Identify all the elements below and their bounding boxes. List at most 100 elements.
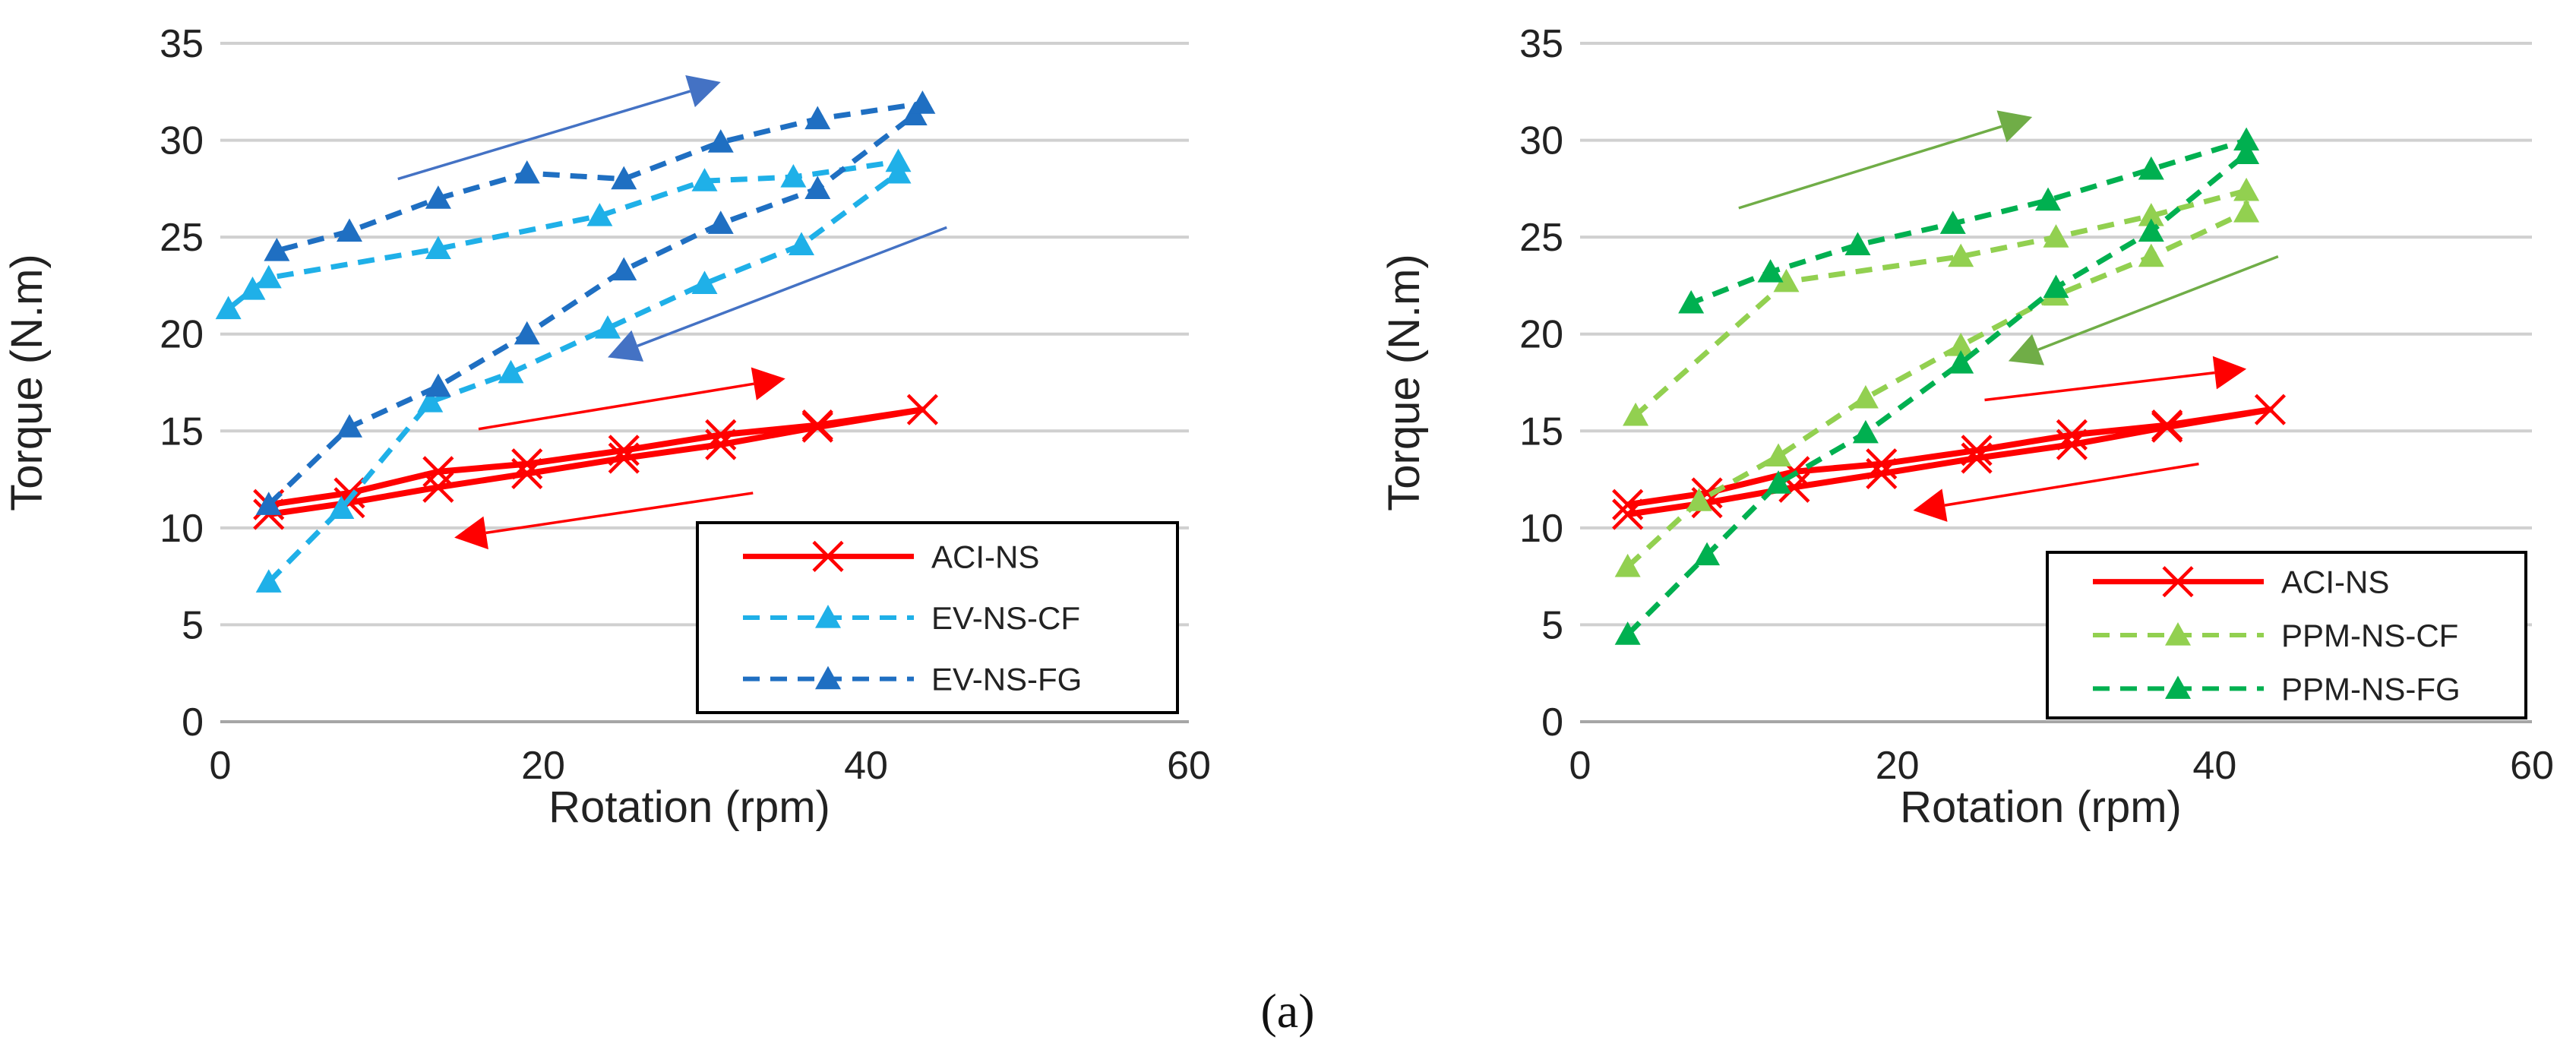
legend: ACI-NS PPM-NS-CF PPM-NS-FG	[2046, 551, 2527, 719]
data-point	[511, 448, 543, 480]
data-point	[2056, 419, 2088, 451]
data-point	[691, 168, 718, 191]
data-point	[1948, 243, 1974, 267]
series-ev-ns-fg	[255, 90, 936, 515]
data-point	[264, 238, 290, 261]
data-point	[691, 270, 718, 294]
data-point	[2035, 187, 2062, 211]
y-tick-label: 5	[1541, 603, 1563, 647]
data-point	[586, 203, 613, 226]
series-line	[1626, 188, 2249, 569]
data-point	[2138, 156, 2164, 180]
series-aci-ns	[253, 394, 938, 530]
data-point	[337, 218, 362, 242]
data-point	[1948, 333, 1974, 356]
trend-arrow	[637, 226, 947, 347]
data-point	[2233, 127, 2260, 151]
y-tick-label: 20	[1519, 313, 1563, 357]
y-tick-label: 35	[160, 22, 204, 66]
x-tick-label: 40	[844, 744, 888, 788]
data-point	[1939, 210, 1966, 234]
data-point	[707, 210, 734, 234]
legend-swatch-marker	[812, 540, 844, 572]
chart-right: 0 5 10 15 20 25 30 35 0 20 40 60 Rotation (rpm) Torqu…	[1380, 22, 2554, 832]
data-point	[255, 492, 282, 515]
series-ppm-ns-cf	[1614, 177, 2260, 577]
data-point	[1844, 232, 1871, 255]
data-point	[498, 359, 524, 384]
y-tick-label: 35	[1519, 22, 1563, 66]
trend-arrow	[397, 90, 691, 181]
trend-arrow	[485, 492, 754, 535]
data-point	[2233, 198, 2260, 223]
data-point	[239, 277, 266, 300]
legend-swatch-marker	[2165, 675, 2191, 699]
y-tick-label: 5	[182, 603, 204, 647]
y-tick-label: 15	[1519, 409, 1563, 454]
data-point	[1678, 289, 1705, 314]
trend-arrow-head	[685, 75, 721, 108]
data-point	[2043, 224, 2069, 248]
data-point	[514, 160, 540, 184]
legend-swatch-marker	[2165, 622, 2191, 646]
series-ppm-ns-fg	[1614, 127, 2260, 645]
data-point	[608, 435, 640, 466]
x-tick-label: 0	[210, 744, 232, 788]
series-line	[1626, 138, 2249, 637]
data-point	[422, 456, 454, 488]
data-point	[804, 175, 831, 199]
y-tick-label: 30	[1519, 119, 1563, 163]
y-tick-label: 20	[160, 313, 204, 357]
data-point	[2151, 411, 2183, 443]
data-point	[1866, 448, 1898, 480]
y-tick-label: 10	[160, 507, 204, 551]
trend-arrow	[2037, 255, 2279, 351]
data-point	[2138, 218, 2164, 242]
data-point	[2043, 274, 2069, 299]
data-point	[2233, 177, 2260, 201]
series-line	[267, 100, 925, 507]
data-point	[215, 296, 242, 320]
data-point	[2233, 141, 2260, 165]
y-tick-label: 25	[160, 216, 204, 260]
data-point	[417, 389, 444, 413]
series-line	[1627, 406, 2274, 517]
trend-arrow-head	[608, 330, 644, 362]
data-point	[608, 442, 640, 474]
data-point	[337, 414, 362, 438]
y-tick-label: 0	[1541, 700, 1563, 745]
data-point	[705, 428, 737, 460]
data-point	[2056, 428, 2088, 460]
data-point	[1765, 443, 1792, 467]
data-point	[906, 394, 938, 425]
data-point	[1614, 553, 1641, 577]
y-tick-label: 30	[160, 119, 204, 163]
series-line	[268, 406, 926, 517]
data-point	[425, 236, 451, 260]
legend-label: EV-NS-CF	[931, 600, 1080, 636]
data-point	[514, 321, 540, 345]
data-point	[780, 164, 807, 188]
data-point	[705, 419, 737, 451]
data-point	[707, 129, 734, 153]
x-tick-label: 20	[1876, 744, 1920, 788]
data-point	[611, 166, 637, 190]
legend-label: PPM-NS-CF	[2281, 618, 2458, 653]
data-point	[1623, 402, 1649, 426]
data-point	[1866, 457, 1898, 490]
y-axis-label: Torque (N.m)	[2, 254, 52, 511]
trend-arrow	[478, 382, 754, 431]
series-ev-ns-cf	[215, 148, 912, 593]
chart-left: 0 5 10 15 20 25 30 35 0 20 40 60 Rotation (rpm) Torqu…	[2, 22, 1211, 832]
legend-label: ACI-NS	[931, 539, 1039, 574]
data-point	[1694, 542, 1721, 566]
data-point	[901, 102, 928, 126]
series-line	[226, 159, 901, 584]
y-tick-label: 25	[1519, 216, 1563, 260]
data-point	[1852, 419, 1879, 444]
data-point	[595, 315, 621, 339]
legend-label: EV-NS-FG	[931, 662, 1082, 697]
y-axis-label: Torque (N.m)	[1380, 254, 1429, 511]
series-aci-ns	[1612, 394, 2287, 530]
